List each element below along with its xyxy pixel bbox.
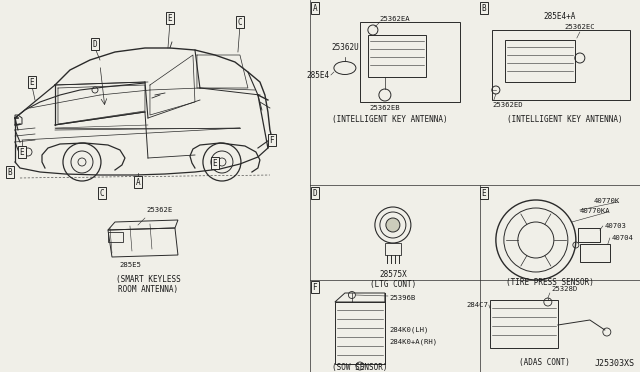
Text: (INTELLIGENT KEY ANTENNA): (INTELLIGENT KEY ANTENNA) <box>507 115 623 124</box>
Text: D: D <box>93 39 97 48</box>
Text: 285E5: 285E5 <box>119 262 141 268</box>
Text: C: C <box>237 17 243 26</box>
Text: D: D <box>312 189 317 198</box>
Text: 40770KA: 40770KA <box>579 208 610 214</box>
Text: 25362EA: 25362EA <box>380 16 410 22</box>
Text: 28575X: 28575X <box>379 270 407 279</box>
Text: 285E4: 285E4 <box>307 71 330 80</box>
Bar <box>368 35 426 77</box>
Bar <box>385 243 401 255</box>
Text: 25362ED: 25362ED <box>493 102 524 108</box>
Text: 25362E: 25362E <box>147 207 173 213</box>
Text: 25362U: 25362U <box>331 43 359 52</box>
Bar <box>360 22 460 102</box>
Text: (ADAS CONT): (ADAS CONT) <box>520 358 570 367</box>
Bar <box>492 30 630 100</box>
Text: 25362EC: 25362EC <box>564 24 595 30</box>
Bar <box>578 228 600 242</box>
Text: 25396B: 25396B <box>390 295 416 301</box>
Text: (SMART KEYLESS
ROOM ANTENNA): (SMART KEYLESS ROOM ANTENNA) <box>116 275 180 294</box>
Text: E: E <box>29 77 35 87</box>
Text: C: C <box>100 189 104 198</box>
Text: 284K0+A(RH): 284K0+A(RH) <box>390 339 438 345</box>
Text: B: B <box>8 167 12 176</box>
Text: 25328D: 25328D <box>552 286 578 292</box>
Text: E: E <box>168 13 172 22</box>
Text: 40770K: 40770K <box>593 198 620 204</box>
Bar <box>505 40 575 82</box>
Circle shape <box>386 218 400 232</box>
Text: (LTG CONT): (LTG CONT) <box>370 280 416 289</box>
Text: (SOW SENSOR): (SOW SENSOR) <box>332 363 388 372</box>
Text: (TIRE PRESS SENSOR): (TIRE PRESS SENSOR) <box>506 278 594 287</box>
Bar <box>490 300 558 348</box>
Bar <box>580 244 610 262</box>
Text: F: F <box>312 282 317 292</box>
Text: E: E <box>20 148 24 157</box>
Text: 284C7: 284C7 <box>466 302 488 308</box>
Bar <box>108 232 123 242</box>
Text: E: E <box>481 189 486 198</box>
Text: A: A <box>312 3 317 13</box>
Text: 40703: 40703 <box>605 223 627 229</box>
Bar <box>335 302 385 364</box>
Text: 284K0(LH): 284K0(LH) <box>390 327 429 333</box>
Text: 285E4+A: 285E4+A <box>543 12 576 21</box>
Text: B: B <box>481 3 486 13</box>
Text: A: A <box>136 177 140 186</box>
Text: 25362EB: 25362EB <box>369 105 400 111</box>
Text: E: E <box>212 158 217 167</box>
Text: (INTELLIGENT KEY ANTENNA): (INTELLIGENT KEY ANTENNA) <box>332 115 448 124</box>
Text: F: F <box>269 135 274 144</box>
Text: J25303XS: J25303XS <box>595 359 635 368</box>
Text: 40704: 40704 <box>612 235 634 241</box>
